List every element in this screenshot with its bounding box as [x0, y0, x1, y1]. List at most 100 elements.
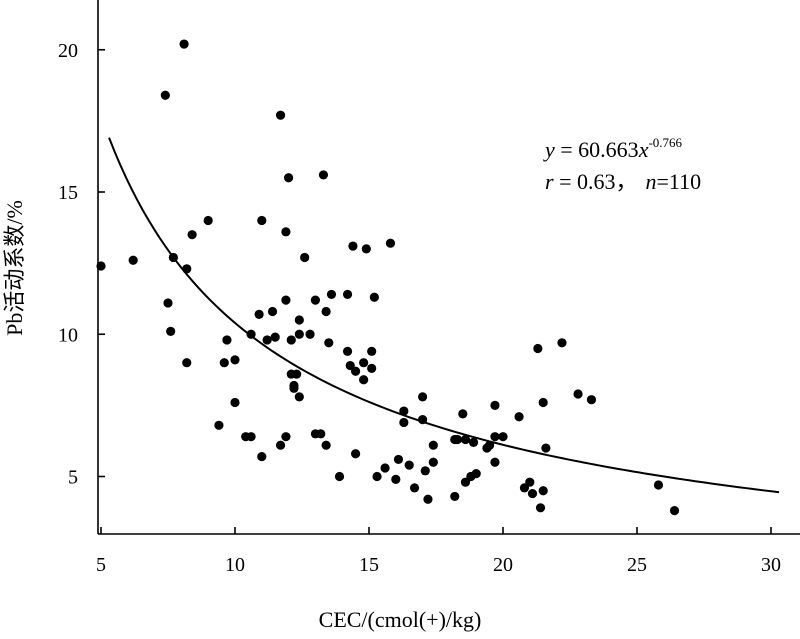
data-point [254, 309, 264, 319]
data-point [557, 338, 567, 348]
data-point [179, 39, 189, 49]
power-fit-curve [108, 137, 780, 494]
data-point [391, 474, 401, 484]
y-tick-label: 20 [58, 40, 78, 62]
x-tick-label: 15 [359, 554, 379, 576]
data-point [230, 397, 240, 408]
data-point [246, 432, 256, 442]
data-point [160, 90, 170, 100]
data-point [359, 358, 369, 368]
data-point [128, 255, 138, 265]
data-point [275, 440, 286, 450]
data-point [380, 463, 390, 473]
data-point [450, 491, 460, 502]
y-tick-label: 5 [68, 467, 78, 489]
data-point [342, 289, 353, 300]
stat-n-value: =110 [656, 169, 701, 194]
data-point [538, 486, 548, 496]
stat-r-var: r [545, 169, 554, 194]
data-point [182, 264, 192, 274]
data-point [316, 429, 326, 439]
data-point [286, 335, 296, 345]
data-point [166, 326, 176, 336]
x-tick-label: 5 [96, 554, 106, 576]
data-point [219, 358, 229, 368]
axes [97, 0, 800, 535]
data-point [393, 454, 404, 465]
data-point [452, 434, 463, 445]
data-point [541, 443, 551, 453]
data-point [399, 406, 409, 416]
data-point [485, 440, 495, 450]
data-point [367, 363, 377, 373]
data-point [423, 494, 433, 504]
data-point [525, 477, 535, 487]
eq-x-var: x [638, 137, 649, 162]
data-point [305, 329, 315, 339]
data-point [281, 295, 291, 305]
data-point [535, 503, 546, 513]
data-point [399, 417, 409, 428]
data-point [369, 292, 379, 302]
data-point [490, 432, 500, 442]
data-point [458, 409, 468, 419]
data-point [428, 457, 438, 467]
data-point [246, 329, 256, 339]
data-point [460, 434, 471, 445]
data-point [527, 488, 538, 499]
data-point [653, 480, 664, 490]
data-point [203, 215, 213, 226]
data-point [490, 457, 500, 467]
data-point [471, 469, 481, 479]
data-point [284, 173, 294, 183]
data-point [514, 412, 524, 422]
data-point [418, 415, 428, 425]
data-point [222, 335, 232, 345]
data-point [281, 432, 291, 442]
data-point [267, 306, 278, 317]
data-point [321, 306, 331, 317]
x-tick-label: 30 [761, 554, 781, 576]
eq-coefficient: = 60.663 [555, 137, 639, 162]
data-point [257, 215, 267, 226]
data-point [428, 440, 438, 450]
data-point [187, 230, 197, 240]
x-tick-label: 10 [225, 554, 245, 576]
data-point [409, 483, 420, 493]
data-point [96, 261, 106, 271]
data-point [351, 449, 361, 459]
data-point [230, 355, 240, 365]
data-point [168, 252, 178, 263]
eq-exponent: -0.766 [648, 135, 682, 150]
data-point [359, 375, 369, 385]
stat-n-var: n [645, 169, 656, 194]
x-axis-label: CEC/(cmol(+)/kg) [319, 607, 482, 632]
fit-equation: y = 60.663x-0.766 [543, 135, 683, 162]
data-point [281, 227, 291, 237]
data-point [292, 369, 302, 379]
data-point [669, 506, 680, 516]
data-point [342, 346, 353, 356]
data-point [361, 244, 371, 254]
data-point [324, 338, 334, 348]
data-point [348, 241, 358, 251]
data-point [351, 366, 361, 376]
data-point [326, 289, 337, 300]
data-point [538, 397, 548, 408]
data-point [318, 170, 329, 180]
data-point [294, 392, 304, 402]
data-point [367, 346, 377, 356]
data-point [182, 358, 192, 368]
data-point [372, 471, 382, 482]
data-point [321, 440, 331, 450]
data-point [300, 252, 310, 263]
data-point [334, 471, 345, 482]
data-point [468, 437, 479, 447]
data-point [498, 432, 508, 442]
y-axis-label: Pb活动系数/% [2, 200, 27, 336]
data-point [275, 110, 286, 120]
y-ticks: 5 10 15 20 [58, 40, 105, 489]
fit-stats: r = 0.63， n=110 [545, 169, 701, 194]
y-tick-label: 10 [58, 324, 78, 346]
